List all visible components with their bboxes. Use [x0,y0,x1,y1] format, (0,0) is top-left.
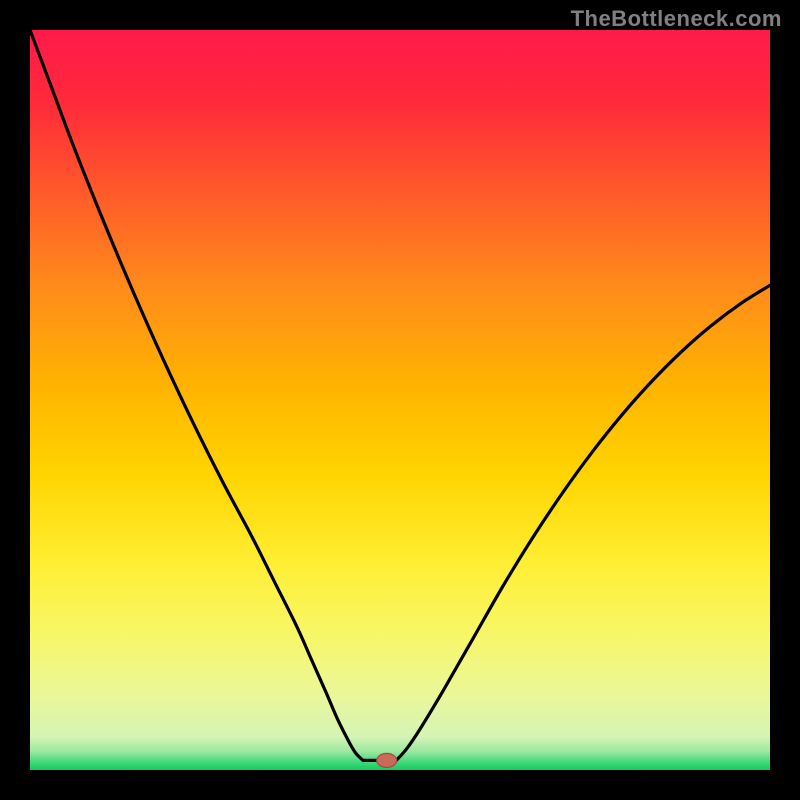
watermark-label: TheBottleneck.com [571,6,782,32]
curve-minimum-marker [377,753,397,767]
bottleneck-chart [0,0,800,800]
chart-container: TheBottleneck.com [0,0,800,800]
plot-background-gradient [30,30,770,770]
